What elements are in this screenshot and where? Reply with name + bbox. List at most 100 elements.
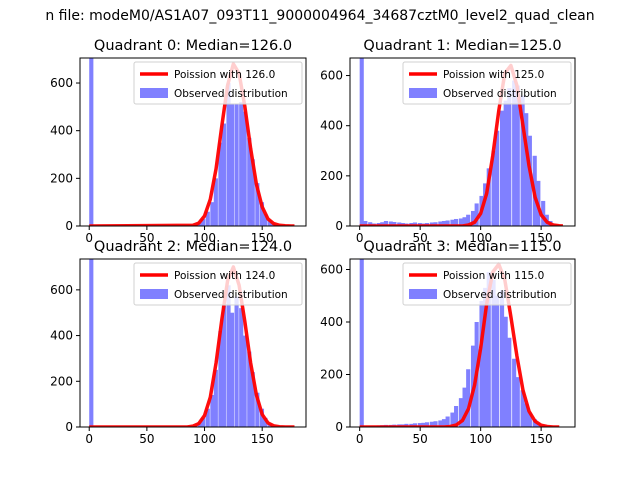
quadrant-3-y-tick-label: 600 [320,263,343,277]
quadrant-1-y-tick-label: 200 [320,169,343,183]
quadrant-3-x-tick-label: 0 [356,432,364,446]
quadrant-3-hist-bar [503,316,508,427]
quadrant-1-hist-bar [429,222,434,226]
quadrant-0-legend-hist-swatch [140,88,168,98]
quadrant-2-x-tick-label: 50 [139,432,154,446]
quadrant-0-hist-bar [267,220,273,226]
quadrant-1-y-tick-label: 0 [335,219,343,233]
quadrant-1-hist-bar [500,110,505,226]
quadrant-1-y-tick-label: 400 [320,119,343,133]
quadrant-3-legend-label-observed: Observed distribution [443,289,557,301]
quadrant-3-legend: Poission with 115.0 Observed distribution [402,262,572,306]
quadrant-3-hist-bar [433,421,438,427]
quadrant-3-hist-bar [466,369,471,427]
quadrant-3-y-tick-label: 200 [320,368,343,382]
quadrant-0-hist-bar [234,104,239,226]
quadrant-0-hist-bar [242,111,247,226]
quadrant-1-legend-label-poisson: Poission with 125.0 [443,69,544,81]
quadrant-2-y-tick-label: 200 [50,374,73,388]
quadrant-3-legend-hist-swatch [409,289,437,299]
quadrant-1-x-tick-label: 0 [356,231,364,245]
quadrant-0-chart: 0 50 100 150 0 200 400 600 Quadrant 0: Median=12… [50,38,307,245]
quadrant-1-hist-bar [520,95,525,226]
quadrant-2-x-tick-label: 0 [85,432,93,446]
quadrant-1-hist-bar [363,220,368,226]
quadrant-3-hist-bar [495,295,500,427]
quadrant-0-hist-bar [221,123,226,226]
quadrant-0-hist-bar [205,211,210,226]
quadrant-3-hist-bar [441,419,447,427]
quadrant-1-hist-bar [466,214,471,226]
quadrant-1-hist-bar [483,183,488,226]
quadrant-2-chart: 0 50 100 150 0 200 400 600 Quadrant 2: Median=12… [50,239,307,446]
quadrant-1-hist-bar [515,85,520,226]
quadrant-3-hist-bar [417,423,422,427]
quadrant-0-hist-bar [229,104,235,226]
quadrant-1-hist-bar [512,80,517,226]
quadrant-2-hist-bar [242,335,247,427]
quadrant-2-hist-bar [263,417,268,427]
quadrant-0-legend: Poission with 126.0 Observed distribution [133,61,303,105]
quadrant-0-hist-bar [250,159,255,226]
quadrant-1-hist-bar [359,58,364,226]
quadrant-2-hist-bar [250,372,255,427]
quadrant-1-legend: Poission with 125.0 Observed distribution [402,61,572,105]
quadrant-3-legend-box [402,262,572,306]
quadrant-3-hist-bar [515,377,520,427]
quadrant-1-hist-bar [368,222,373,226]
quadrant-1-hist-bar [503,100,508,226]
quadrant-3-x-tick-label: 50 [413,432,428,446]
quadrant-0-axes-frame [79,57,307,227]
quadrant-0-legend-label-poisson: Poission with 126.0 [174,69,275,81]
quadrant-3-x-tick-label: 150 [530,432,553,446]
quadrant-2-hist-bar [226,285,231,427]
quadrant-1-hist-bar [507,88,512,226]
quadrant-1-hist-bar [486,168,491,226]
quadrant-1-hist-bar [470,210,476,226]
quadrant-0-y-tick-label: 200 [50,171,73,185]
quadrant-2-axes-frame [79,258,307,428]
quadrant-0-x-tick-label: 100 [193,231,216,245]
quadrant-0-title: Quadrant 0: Median=126.0 [94,38,292,54]
quadrant-1-hist-bar [454,218,459,226]
quadrant-2-x-tick-label: 100 [193,432,216,446]
quadrant-3-hist-bar [445,416,450,427]
quadrant-3-x-tick-label: 100 [469,432,492,446]
quadrant-1-hist-bar [380,222,385,226]
quadrant-1-hist-bar [438,221,443,226]
quadrant-3-hist-bar [520,390,525,427]
quadrant-3-hist-bar [486,272,491,427]
quadrant-3-hist-bar [507,337,512,427]
quadrant-1-legend-label-observed: Observed distribution [443,88,557,100]
quadrant-1-hist-bar [388,221,393,226]
quadrant-2-x-tick-label: 150 [251,432,274,446]
quadrant-1-hist-bar [495,130,500,226]
quadrant-3-hist-bar [458,398,463,427]
quadrant-2-hist-bar [247,351,252,427]
quadrant-0-hist-bar [263,214,268,226]
quadrant-1-x-tick-label: 100 [469,231,492,245]
quadrant-2-legend: Poission with 124.0 Observed distribution [133,262,303,306]
quadrant-2-hist-bar [239,308,244,427]
quadrant-2-legend-hist-swatch [140,289,168,299]
quadrant-0-legend-box [133,61,303,105]
quadrant-1-hist-bar [491,150,496,226]
quadrant-1-x-tick-label: 50 [413,231,428,245]
quadrant-3-title: Quadrant 3: Median=115.0 [363,239,561,255]
quadrant-3-hist-bar [524,403,529,427]
quadrant-2-title: Quadrant 2: Median=124.0 [94,239,292,255]
quadrant-3-hist-bar [500,290,505,427]
quadrant-3-hist-bar [412,423,418,427]
quadrant-0-hist-bar [239,102,244,226]
quadrant-3-legend-label-poisson: Poission with 115.0 [443,270,544,282]
quadrant-2-hist-bar [221,305,226,427]
quadrant-2-hist-bar [259,408,265,427]
quadrant-0-hist-bar [255,183,260,226]
quadrant-3-hist-bar [479,301,484,427]
quadrant-1-hist-bar [383,220,388,226]
quadrant-3-hist-bar [429,421,434,427]
quadrant-3-hist-bar [512,358,517,427]
quadrant-1-hist-bar [433,222,438,226]
quadrant-3-hist-bar [527,412,532,427]
quadrant-2-hist-bar [201,417,206,427]
